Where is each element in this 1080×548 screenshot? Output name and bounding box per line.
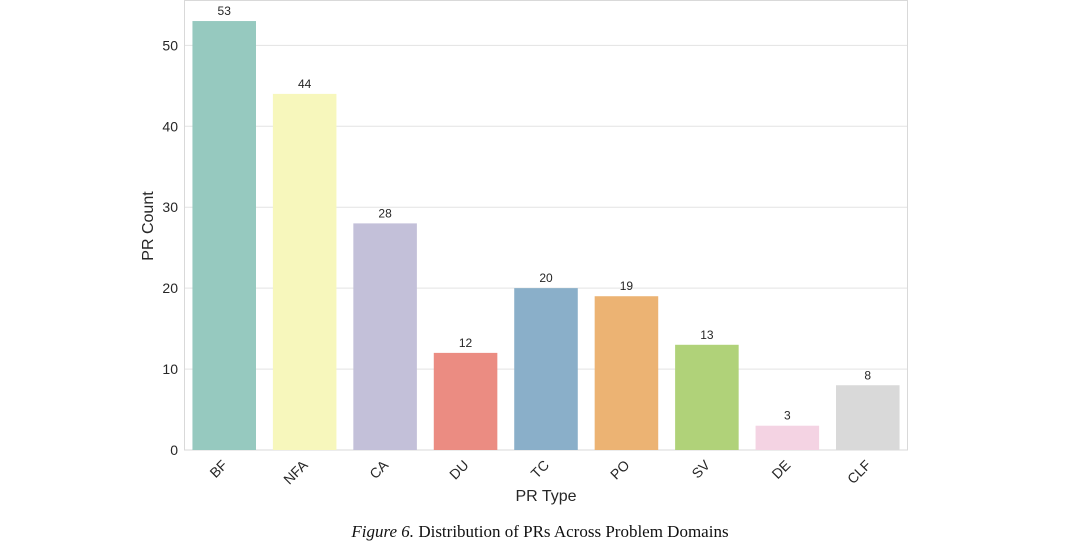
x-tick-label: BF bbox=[206, 457, 230, 481]
bar-du bbox=[433, 352, 498, 450]
y-tick-label: 50 bbox=[162, 37, 178, 53]
y-tick-label: 40 bbox=[162, 118, 178, 134]
data-label: 19 bbox=[620, 279, 634, 293]
bar-ca bbox=[353, 223, 417, 450]
caption-text: Distribution of PRs Across Problem Domai… bbox=[418, 522, 729, 541]
x-axis-label: PR Type bbox=[515, 488, 576, 505]
y-tick-label: 0 bbox=[170, 442, 178, 458]
figure-number: Figure 6. bbox=[351, 522, 415, 541]
bar-tc bbox=[514, 288, 578, 450]
x-tick-label: SV bbox=[688, 456, 713, 481]
data-label: 3 bbox=[784, 409, 791, 423]
x-axis-ticks: BF NFA CA DU TC PO SV DE CLF bbox=[206, 456, 874, 487]
bar-sv bbox=[675, 344, 739, 450]
x-tick-label: CLF bbox=[844, 457, 874, 487]
x-tick-label: DE bbox=[768, 457, 793, 482]
x-tick-label: PO bbox=[607, 457, 633, 483]
data-label: 8 bbox=[864, 368, 871, 382]
bars bbox=[192, 21, 900, 451]
bar-bf bbox=[192, 21, 256, 451]
bar-po bbox=[594, 296, 659, 450]
figure-caption: Figure 6. Distribution of PRs Across Pro… bbox=[0, 522, 1080, 542]
data-label: 20 bbox=[539, 271, 553, 285]
y-axis-label: PR Count bbox=[140, 191, 157, 261]
data-label: 12 bbox=[459, 336, 473, 350]
data-label: 53 bbox=[218, 4, 232, 18]
data-label: 13 bbox=[700, 328, 714, 342]
y-tick-label: 30 bbox=[162, 199, 178, 215]
x-tick-label: TC bbox=[528, 457, 553, 482]
y-axis-ticks: 0 10 20 30 40 50 bbox=[162, 37, 178, 458]
bar-de bbox=[755, 425, 820, 450]
data-label: 44 bbox=[298, 77, 312, 91]
y-tick-label: 20 bbox=[162, 280, 178, 296]
data-labels: 53 44 28 12 20 19 13 3 8 bbox=[218, 4, 872, 423]
x-tick-label: DU bbox=[446, 457, 472, 483]
bar-clf bbox=[836, 385, 900, 450]
bar-nfa bbox=[272, 93, 337, 451]
y-tick-label: 10 bbox=[162, 361, 178, 377]
data-label: 28 bbox=[378, 206, 392, 220]
x-tick-label: NFA bbox=[280, 456, 311, 487]
x-tick-label: CA bbox=[366, 456, 392, 482]
